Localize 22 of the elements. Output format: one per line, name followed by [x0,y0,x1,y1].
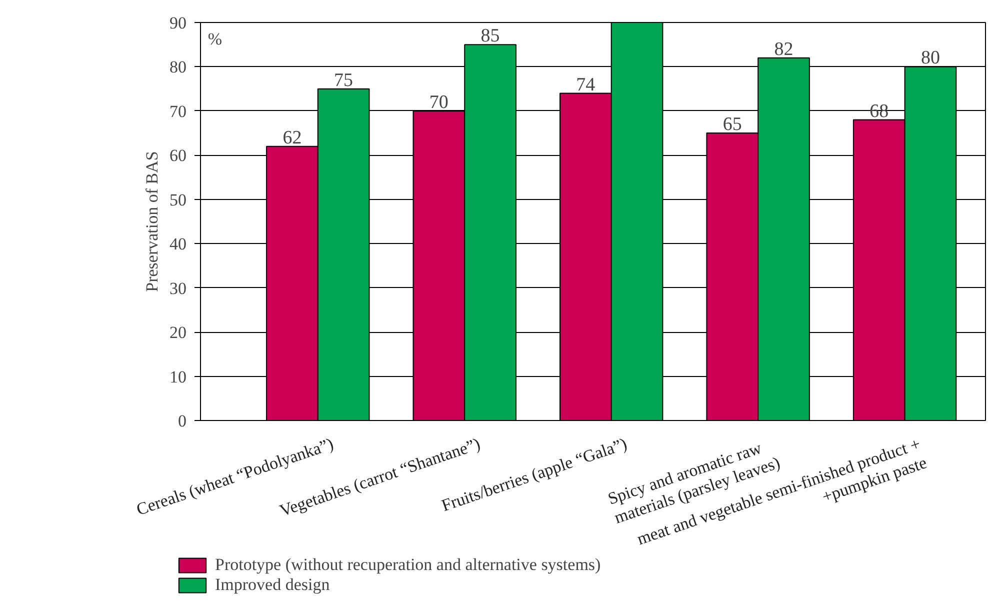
data-label: 65 [722,114,742,136]
annotation: % [208,30,222,48]
data-label: 70 [429,92,448,113]
y-tick-label: 80 [170,58,186,77]
y-tick-label: 90 [170,14,186,32]
y-tick-label: 20 [170,323,186,342]
data-label: 75 [334,70,354,91]
y-tick-label: 50 [170,190,186,210]
y-tick-label: 70 [170,102,186,121]
y-tick-label: 0 [178,412,186,430]
data-label: 85 [480,26,500,47]
y-tick-label: 10 [170,367,186,386]
data-label: 74 [576,74,596,96]
data-label: 62 [282,127,302,148]
y-tick-label: 40 [170,234,186,254]
y-tick-label: 30 [170,278,186,298]
data-label: 80 [920,48,940,69]
y-axis-title: Preservation of BAS [142,151,162,292]
legend-label: Improved design [215,575,330,595]
legend-label: Prototype (without recuperation and alternative systems) [215,555,601,575]
data-label: 82 [774,38,794,60]
y-tick-label: 60 [170,146,186,166]
